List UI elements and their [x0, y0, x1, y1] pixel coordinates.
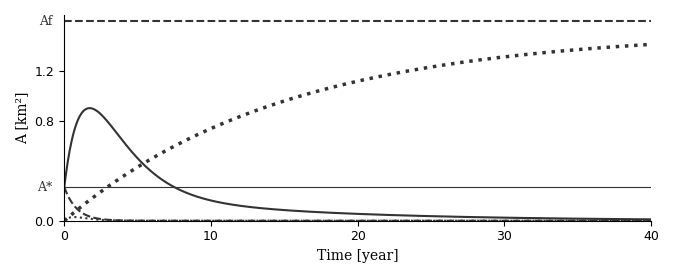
- Text: Af: Af: [39, 15, 53, 28]
- Text: A*: A*: [37, 180, 53, 193]
- X-axis label: Time [year]: Time [year]: [317, 249, 398, 263]
- Y-axis label: A [km²]: A [km²]: [15, 92, 29, 144]
